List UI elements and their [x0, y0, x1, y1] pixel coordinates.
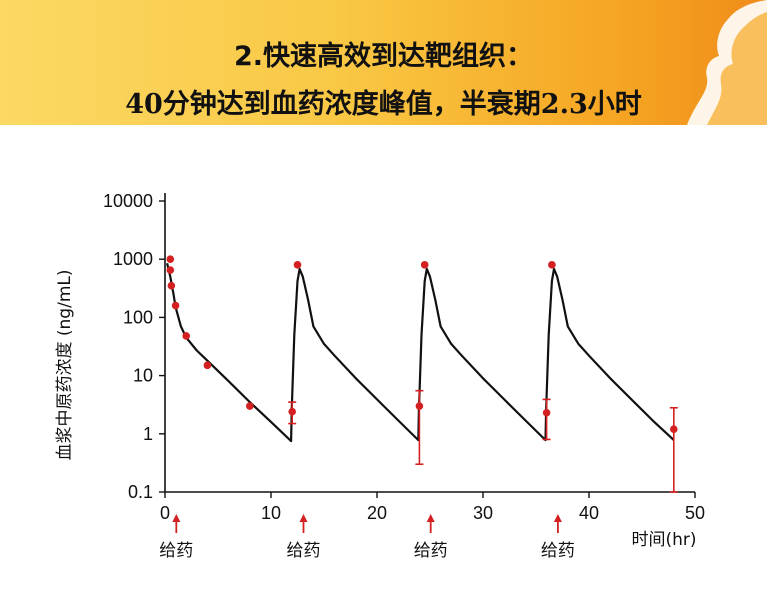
x-tick-label: 10 [261, 503, 281, 523]
dose-arrow-icon [553, 514, 562, 522]
x-axis-title: 时间(hr) [631, 530, 696, 550]
dose-arrow-icon [172, 514, 181, 522]
header-title-line1: 2.快速高效到达靶组织： [0, 34, 767, 73]
data-point [415, 402, 424, 410]
y-tick-label: 0.1 [128, 482, 153, 502]
chart-curve-layer [166, 263, 675, 443]
dose-arrow-icon [299, 514, 308, 522]
dose-label: 给药 [287, 541, 321, 561]
chart-axes: 0.1 1 10 100 1000 10000 0 10 20 30 40 50 [103, 191, 705, 523]
head-silhouette-icon [687, 0, 767, 125]
dose-label: 给药 [541, 541, 575, 561]
x-tick-label: 50 [685, 503, 705, 523]
y-tick-label: 100 [123, 307, 153, 327]
x-tick-label: 40 [579, 503, 599, 523]
header-number: 2. [233, 41, 264, 72]
chart-dose-layer: 给药 给药 给药 给药 [159, 514, 575, 561]
pk-concentration-chart: 0.1 1 10 100 1000 10000 0 10 20 30 40 50 给药 给药 给药 给药 血… [55, 191, 705, 561]
y-tick-label: 1 [143, 424, 153, 444]
data-point [167, 281, 176, 290]
chart-points-layer [166, 255, 678, 493]
x-tick-label: 20 [367, 503, 387, 523]
y-axis-title: 血浆中原药浓度 (ng/mL) [55, 270, 75, 461]
y-tick-label: 10 [133, 366, 153, 386]
header-title-line2: 40分钟达到血药浓度峰值，半衰期2.3小时 [125, 89, 642, 120]
data-point [166, 266, 175, 274]
dose-label: 给药 [159, 541, 193, 561]
dose-label: 给药 [414, 541, 448, 561]
y-tick-label: 1000 [113, 249, 153, 269]
x-tick-label: 0 [160, 503, 170, 523]
data-point [542, 408, 551, 417]
data-point [288, 407, 297, 416]
data-point [420, 261, 429, 269]
data-point [670, 425, 678, 433]
x-tick-label: 30 [473, 503, 493, 523]
data-point [293, 261, 302, 269]
model-curve-line [166, 263, 675, 443]
header-title-text: 快速高效到达靶组织： [263, 41, 534, 72]
data-point [203, 361, 212, 370]
dose-arrow-icon [426, 514, 435, 522]
data-point [246, 402, 254, 410]
data-point [548, 261, 556, 269]
data-point [166, 255, 175, 263]
y-tick-label: 10000 [103, 191, 153, 211]
data-point [182, 332, 190, 340]
header-banner: 2.快速高效到达靶组织： 40分钟达到血药浓度峰值，半衰期2.3小时 [0, 0, 767, 125]
data-point [171, 301, 180, 310]
